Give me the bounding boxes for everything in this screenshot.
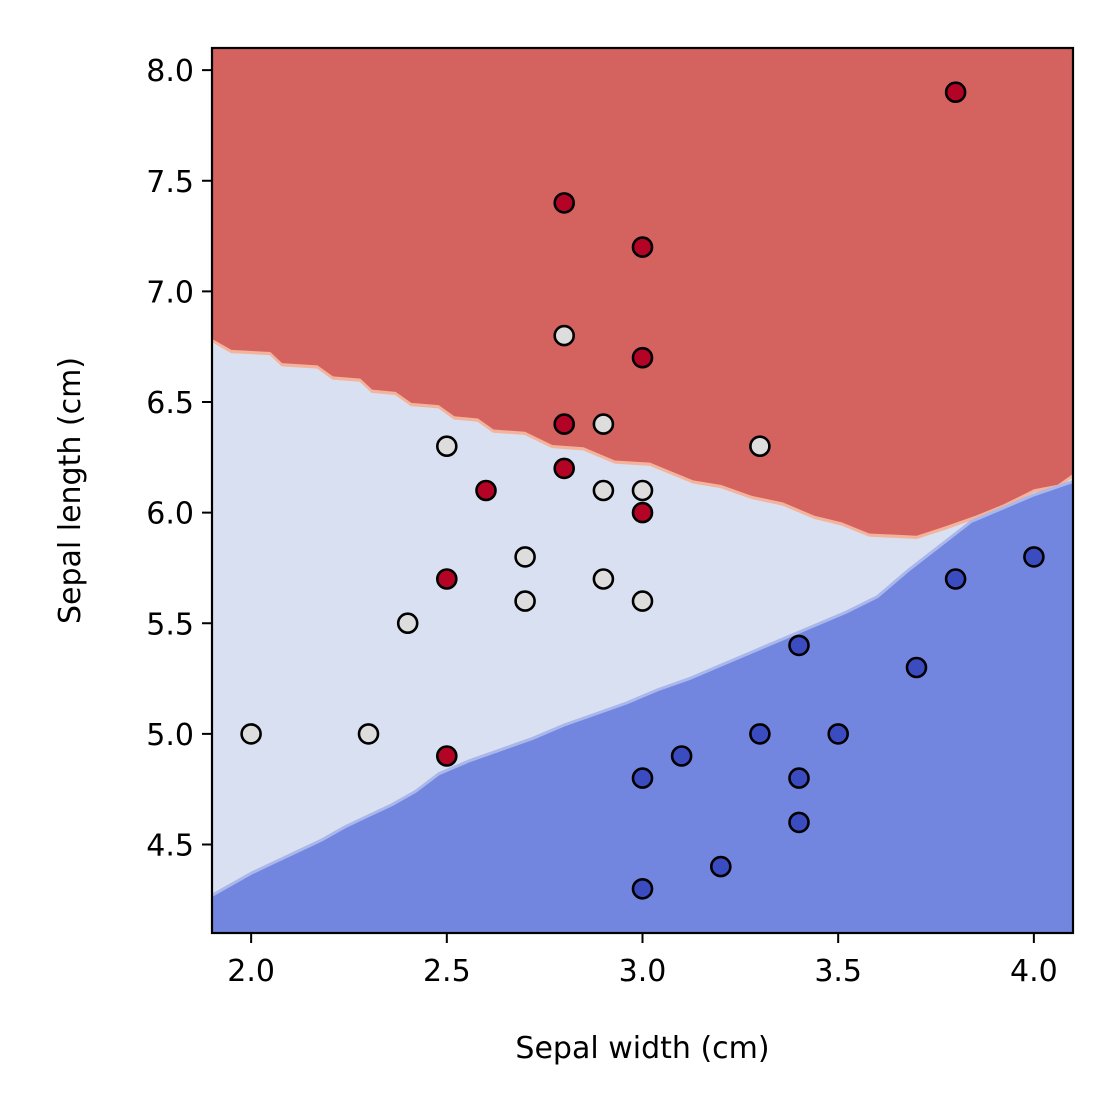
y-tick-label: 6.5 — [146, 386, 194, 421]
data-point-series-3 — [1023, 546, 1045, 568]
data-point-series-3 — [944, 568, 967, 590]
data-point-series-3 — [670, 745, 693, 767]
data-point-series-3 — [709, 855, 732, 878]
data-point-series-1 — [631, 236, 654, 258]
data-point-series-3 — [631, 877, 654, 900]
data-point-series-3 — [631, 767, 654, 789]
y-axis-ticks: 4.5 5.0 5.5 6.0 6.5 7.0 7.5 8.0 — [146, 54, 212, 864]
x-tick-label: 3.0 — [619, 954, 667, 989]
data-point-series-2 — [631, 590, 654, 612]
region-red — [212, 48, 1073, 537]
data-point-series-1 — [553, 192, 576, 214]
data-point-series-3 — [905, 656, 928, 679]
data-point-series-2 — [240, 723, 262, 745]
y-tick-label: 7.0 — [146, 275, 194, 310]
data-point-series-2 — [592, 479, 615, 502]
region-red-edge — [212, 338, 1073, 540]
data-point-series-1 — [435, 745, 458, 767]
data-point-series-2 — [396, 612, 419, 635]
plot-frame — [210, 46, 1075, 935]
data-point-series-2 — [592, 413, 615, 435]
y-tick-label: 4.5 — [146, 829, 194, 864]
data-point-series-3 — [788, 767, 810, 789]
y-tick-label: 5.0 — [146, 718, 194, 753]
data-point-series-3 — [749, 723, 771, 745]
data-point-series-1 — [435, 568, 458, 590]
data-point-series-1 — [553, 457, 576, 480]
x-tick-label: 3.5 — [814, 954, 862, 989]
x-axis-label: Sepal width (cm) — [515, 1031, 769, 1066]
region-blue — [212, 481, 1073, 933]
region-red-edge-inner — [212, 337, 1073, 536]
data-point-series-2 — [631, 479, 654, 502]
data-point-series-3 — [788, 811, 810, 834]
data-point-series-2 — [514, 590, 536, 612]
data-point-series-1 — [631, 346, 654, 369]
x-axis-ticks: 2.0 2.5 3.0 3.5 4.0 — [227, 933, 1058, 989]
data-point-series-2 — [435, 435, 458, 458]
data-point-series-1 — [475, 479, 497, 502]
data-point-series-2 — [592, 568, 615, 590]
y-tick-label: 5.5 — [146, 607, 194, 642]
y-axis-label: Sepal length (cm) — [53, 357, 88, 624]
data-point-series-2 — [553, 324, 576, 347]
y-tick-label: 8.0 — [146, 54, 194, 89]
data-point-series-3 — [827, 723, 850, 745]
data-points — [240, 81, 1045, 900]
data-point-series-2 — [514, 546, 536, 568]
data-point-series-1 — [553, 413, 576, 435]
data-point-series-1 — [631, 501, 654, 524]
y-tick-label: 7.5 — [146, 165, 194, 200]
x-tick-label: 2.0 — [227, 954, 275, 989]
data-point-series-2 — [357, 723, 380, 745]
data-point-series-3 — [788, 634, 810, 657]
x-tick-label: 4.0 — [1010, 954, 1058, 989]
region-blue-edge — [212, 480, 1073, 897]
data-point-series-1 — [944, 81, 967, 103]
data-point-series-2 — [749, 435, 771, 458]
y-tick-label: 6.0 — [146, 497, 194, 532]
x-tick-label: 2.5 — [423, 954, 471, 989]
